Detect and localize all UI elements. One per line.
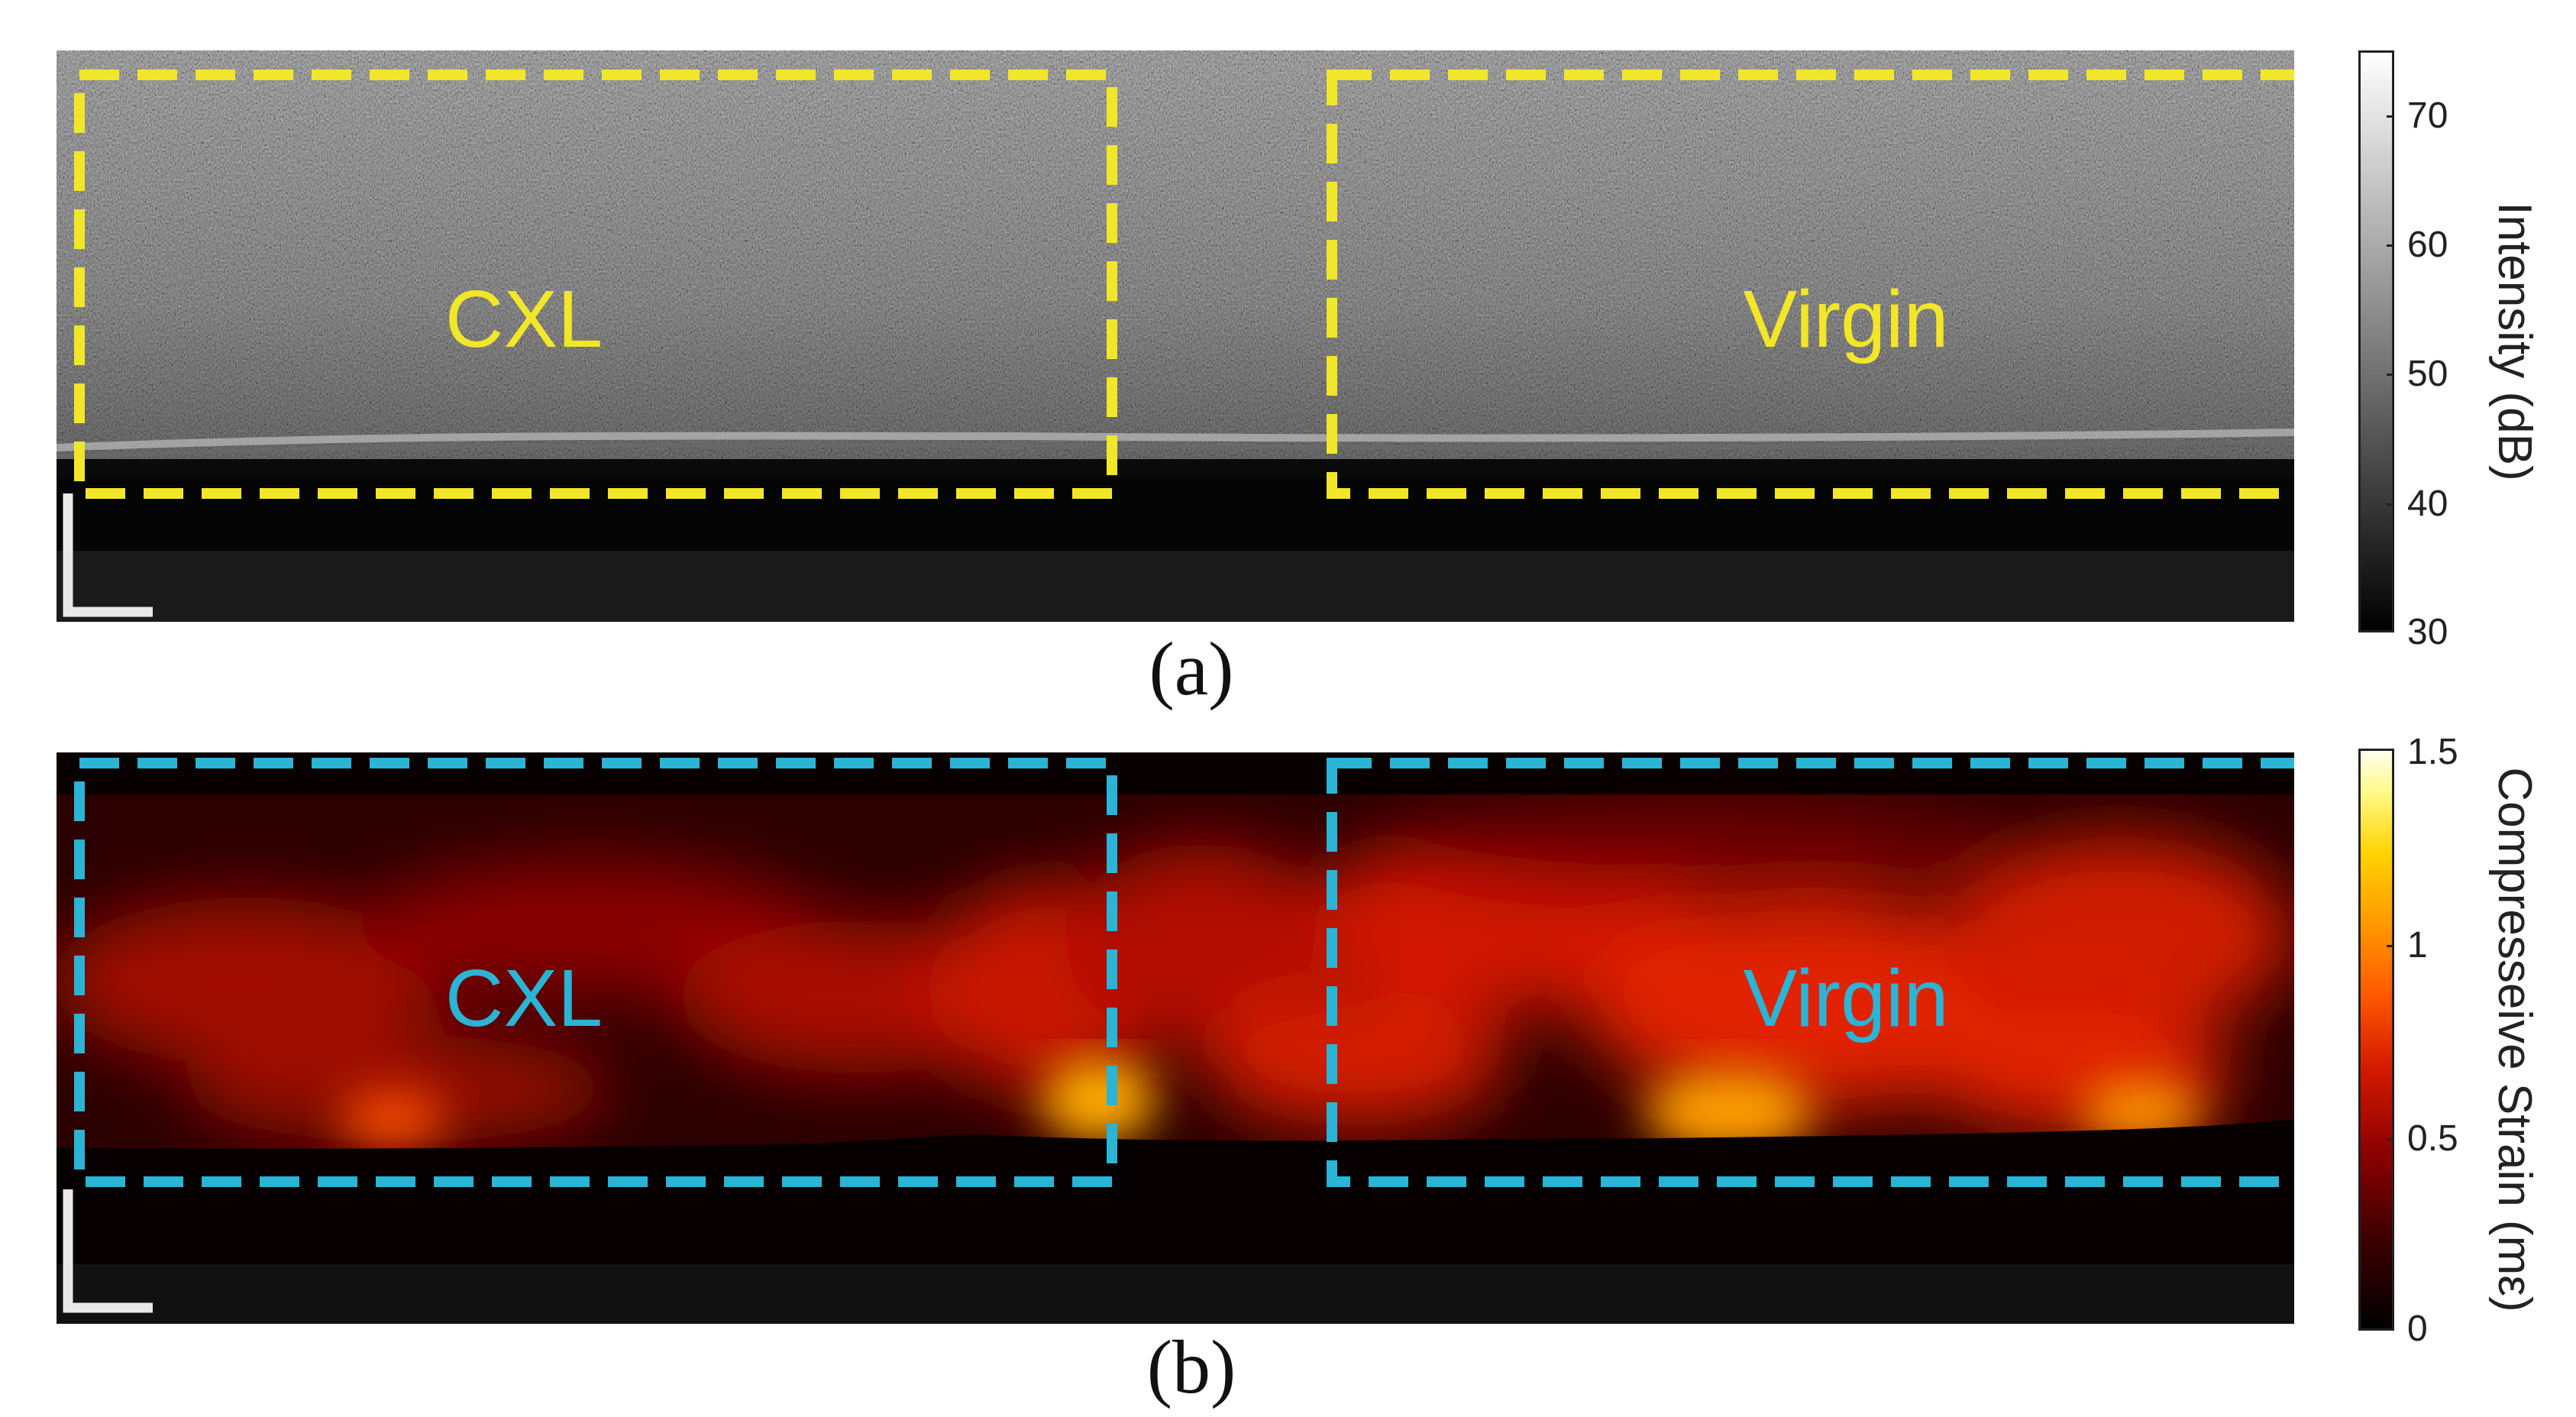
strain-blob <box>186 1035 614 1142</box>
roi-label-cxl: CXL <box>444 274 603 364</box>
posterior-boundary <box>57 429 2294 451</box>
colorbar-a-tick-40: 40 <box>2407 484 2448 524</box>
tick-mark <box>2387 503 2394 506</box>
strain-blob <box>57 898 446 1066</box>
strain-hotspot <box>2080 1081 2203 1142</box>
strain-blob <box>1202 989 1508 1127</box>
lower-band <box>57 1264 2294 1324</box>
panel-caption-a: (a) <box>1149 626 1234 711</box>
strain-map-image: CXL Virgin <box>57 752 2294 1324</box>
panel-caption-b: (b) <box>1146 1325 1236 1409</box>
roi-label-virgin: Virgin <box>1743 274 1949 364</box>
colorbar-a-tick-60: 60 <box>2407 225 2448 265</box>
intensity-colorbar <box>2358 50 2394 632</box>
posterior-boundary-shadow <box>57 439 2294 459</box>
roi-box-virgin <box>1327 758 2294 1187</box>
tick-mark <box>2387 115 2394 118</box>
strain-hotspot <box>1645 1069 1813 1149</box>
tick-mark <box>2387 244 2394 247</box>
tick-mark <box>2387 374 2394 376</box>
lower-band <box>57 551 2294 622</box>
scale-bar-icon <box>63 1189 153 1313</box>
tick-mark <box>2387 1138 2394 1140</box>
tissue-depth-fade <box>57 50 2294 459</box>
roi-label-virgin: Virgin <box>1743 953 1949 1043</box>
roi-box-cxl <box>74 70 1117 499</box>
roi-box-virgin <box>1327 70 2294 499</box>
strain-colorbar-title: Compresseive Strain (mε) <box>2488 767 2541 1312</box>
colorbar-b-tick-1.5: 1.5 <box>2407 732 2458 772</box>
intensity-colorbar-title: Intensity (dB) <box>2488 202 2541 481</box>
colorbar-a-tick-30: 30 <box>2407 612 2448 652</box>
strain-colorbar <box>2358 749 2394 1331</box>
strain-blob <box>1065 844 1340 1043</box>
colorbar-a-tick-70: 70 <box>2407 95 2448 136</box>
strain-blob <box>1584 898 2042 1111</box>
colorbar-b-tick-0: 0 <box>2407 1309 2428 1349</box>
colorbar-b-tick-0.5: 0.5 <box>2407 1118 2458 1159</box>
oct-intensity-image: CXL Virgin <box>57 50 2294 622</box>
roi-label-cxl: CXL <box>444 953 603 1043</box>
strain-blob <box>1943 836 2294 1035</box>
roi-box-cxl <box>74 758 1117 1187</box>
tick-mark <box>2387 945 2394 947</box>
strain-blob <box>1393 798 2004 890</box>
strain-hotspot <box>339 1092 446 1146</box>
strain-hotspot <box>1042 1058 1156 1142</box>
colorbar-a-tick-50: 50 <box>2407 354 2448 394</box>
colorbar-b-tick-1: 1 <box>2407 925 2428 966</box>
scale-bar-icon <box>63 493 153 617</box>
